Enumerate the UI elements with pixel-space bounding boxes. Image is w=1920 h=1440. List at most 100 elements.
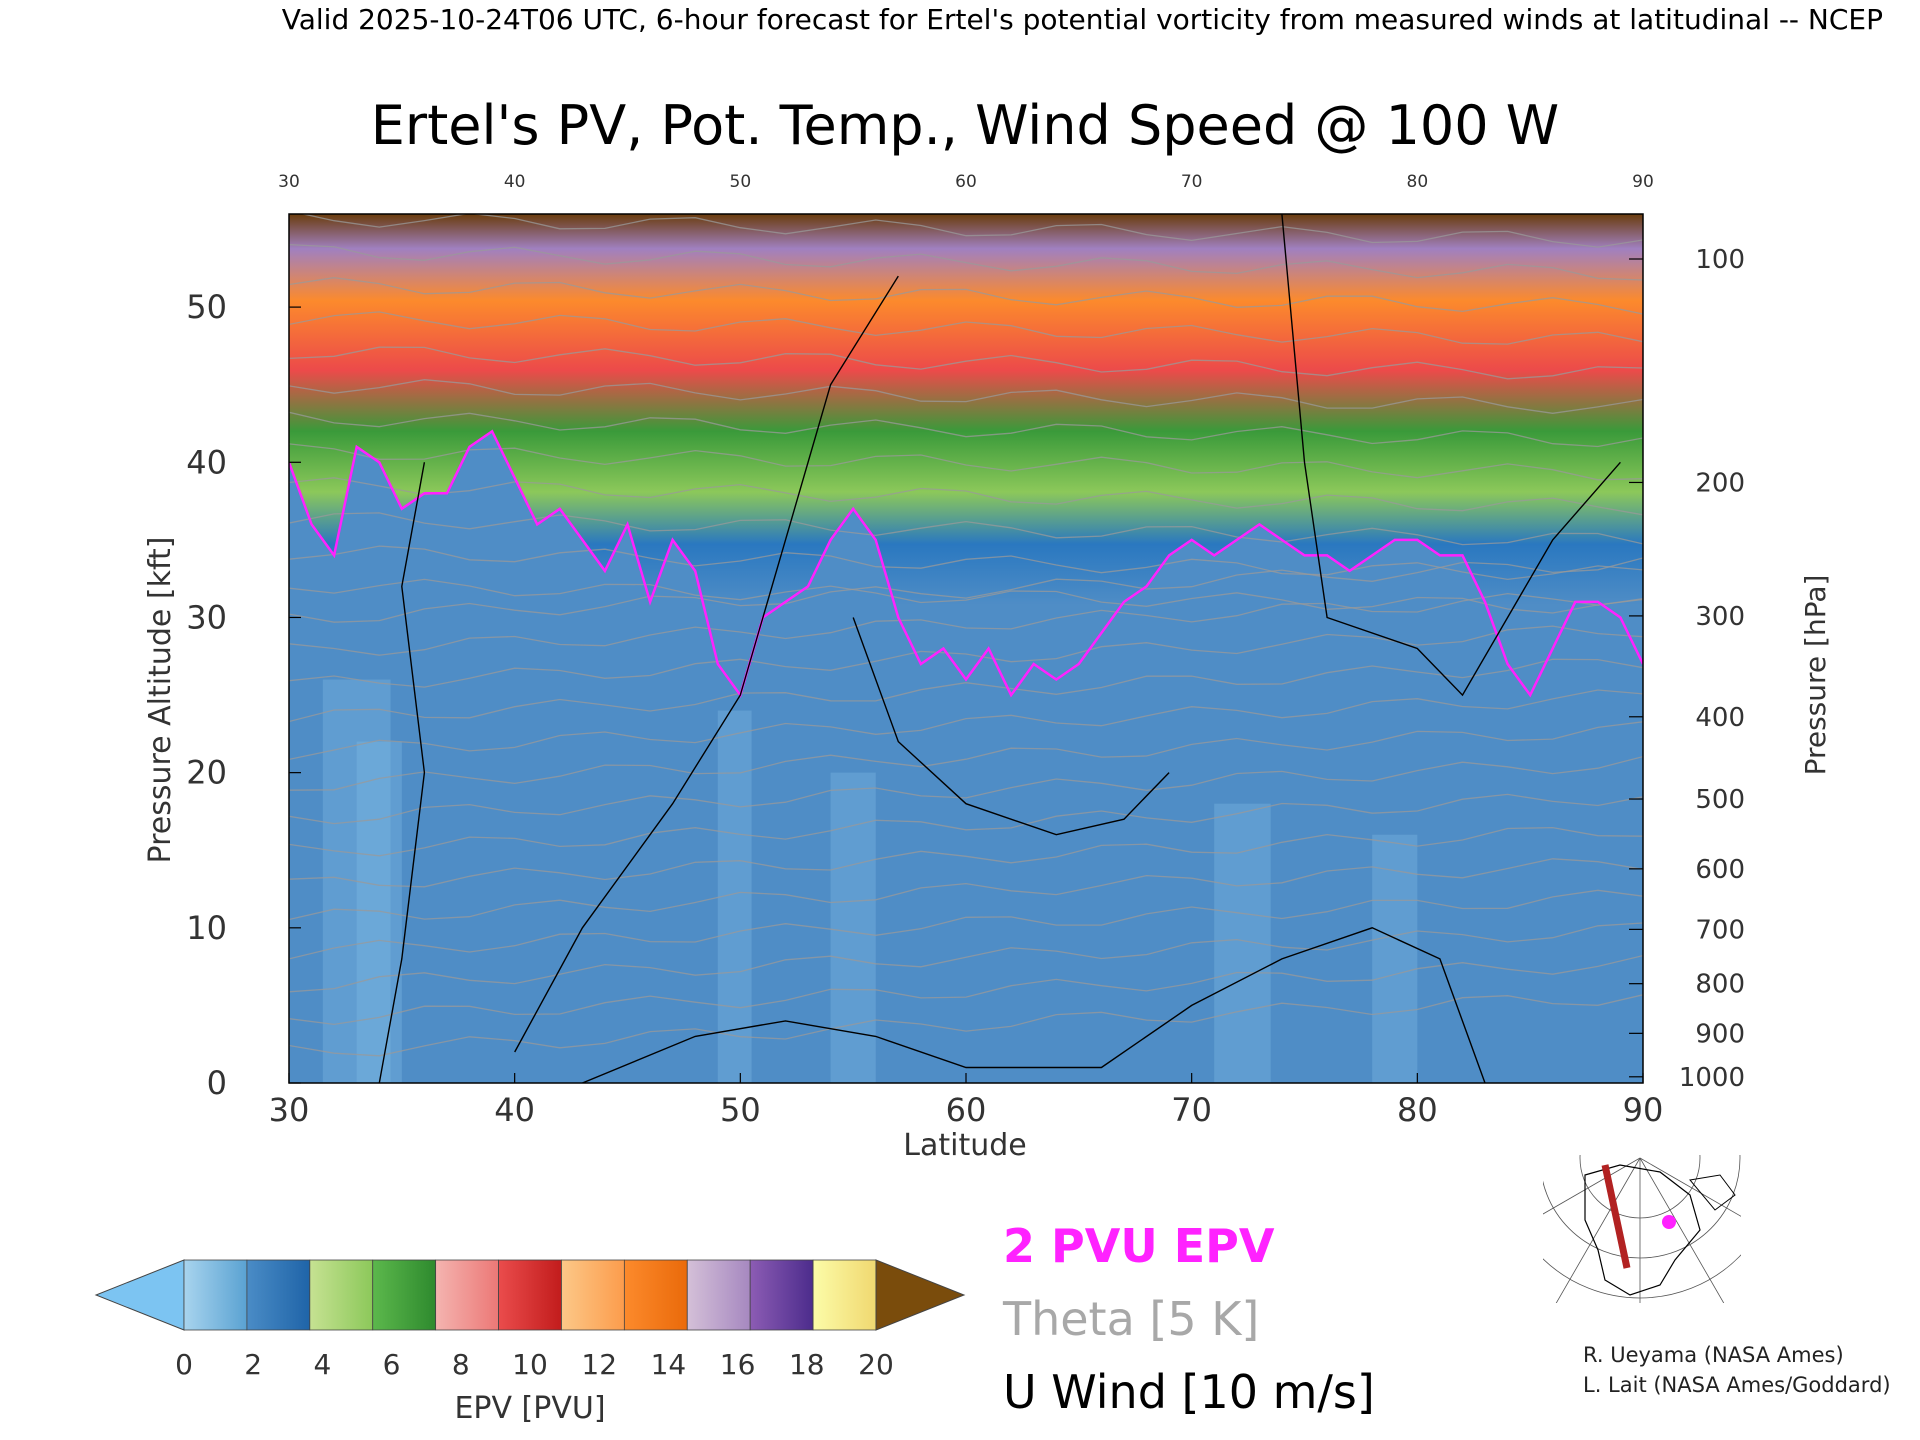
theta-contour bbox=[289, 592, 1643, 656]
pressure-tick-label: 1000 bbox=[1679, 1063, 1745, 1093]
x-tick-label: 80 bbox=[1397, 1091, 1438, 1129]
axes: 3030404050506060707080809090010203040501… bbox=[186, 172, 1745, 1129]
colorbar-segment bbox=[372, 1259, 437, 1331]
colorbar-tick-label: 14 bbox=[651, 1348, 687, 1381]
theta-contour bbox=[289, 443, 1643, 481]
chart-title: Ertel's PV, Pot. Temp., Wind Speed @ 100… bbox=[371, 94, 1559, 157]
theta-contour bbox=[289, 311, 1643, 345]
pressure-tick-label: 600 bbox=[1695, 855, 1745, 885]
colorbar-segment bbox=[498, 1259, 562, 1331]
map-meridian bbox=[1555, 1157, 1641, 1303]
theta-contour bbox=[289, 755, 1643, 825]
theta-contour bbox=[289, 721, 1643, 791]
legend-pv: 2 PVU EPV bbox=[1003, 1219, 1275, 1273]
colorbar-tick-label: 6 bbox=[383, 1348, 401, 1381]
inset-map-body bbox=[1543, 1155, 1741, 1303]
map-meridian bbox=[1543, 1157, 1641, 1215]
theta-contour bbox=[289, 557, 1643, 623]
pressure-tick-label: 800 bbox=[1695, 970, 1745, 1000]
theta-contour bbox=[289, 578, 1643, 614]
x-top-tick-label: 90 bbox=[1632, 172, 1654, 192]
x-top-tick-label: 70 bbox=[1181, 172, 1203, 192]
theta-contour bbox=[289, 826, 1643, 888]
colorbar-tick-label: 0 bbox=[175, 1348, 193, 1381]
pressure-tick-label: 300 bbox=[1695, 602, 1745, 632]
colorbar-over-arrow bbox=[875, 1259, 966, 1331]
y-axis-right-label: Pressure [hPa] bbox=[1799, 575, 1832, 776]
theta-contour bbox=[289, 922, 1643, 993]
x-tick-label: 50 bbox=[720, 1091, 761, 1129]
inset-locator-map bbox=[1543, 1155, 1741, 1303]
u-wind-contour bbox=[582, 927, 1486, 1083]
credit-line-1: R. Ueyama (NASA Ames) bbox=[1583, 1343, 1844, 1367]
theta-contour bbox=[289, 889, 1643, 960]
colorbar-segment bbox=[749, 1259, 814, 1331]
x-tick-label: 60 bbox=[946, 1091, 987, 1129]
theta-contour bbox=[289, 277, 1643, 315]
x-tick-label: 30 bbox=[269, 1091, 310, 1129]
x-top-tick-label: 30 bbox=[278, 172, 300, 192]
legend-wind: U Wind [10 m/s] bbox=[1003, 1365, 1375, 1419]
theta-contour bbox=[300, 214, 1643, 248]
pressure-tick-label: 500 bbox=[1695, 785, 1745, 815]
theta-contour bbox=[289, 379, 1643, 414]
colorbar-tick-label: 12 bbox=[581, 1348, 617, 1381]
theta-contour bbox=[289, 477, 1643, 516]
map-section-line bbox=[1601, 1164, 1631, 1269]
x-top-tick-label: 60 bbox=[955, 172, 977, 192]
colorbar-tick-label: 8 bbox=[452, 1348, 470, 1381]
y-tick-label: 30 bbox=[186, 598, 227, 636]
colorbar-segment bbox=[812, 1259, 877, 1331]
pv-field bbox=[289, 214, 1643, 1083]
theta-contour bbox=[289, 994, 1643, 1057]
y-axis-label: Pressure Altitude [kft] bbox=[143, 537, 178, 864]
map-coastline bbox=[1689, 1174, 1736, 1211]
pv-2pvu-line bbox=[289, 429, 1643, 698]
u-wind-contour bbox=[514, 275, 899, 1053]
colorbar-segment bbox=[561, 1259, 625, 1331]
credit-line-2: L. Lait (NASA Ames/Goddard) bbox=[1583, 1373, 1891, 1397]
theta-contour bbox=[289, 545, 1643, 581]
colorbar-tick-label: 4 bbox=[313, 1348, 331, 1381]
colorbar-tick-label: 18 bbox=[789, 1348, 825, 1381]
theta-contour bbox=[289, 243, 1643, 281]
map-meridian bbox=[1639, 1157, 1725, 1303]
pv-troposphere bbox=[289, 431, 1643, 1083]
theta-contour bbox=[289, 858, 1643, 921]
colorbar-segment bbox=[686, 1259, 751, 1331]
colorbar-segment bbox=[246, 1259, 311, 1331]
pv-light-streak bbox=[356, 741, 402, 1083]
theta-contour bbox=[289, 512, 1643, 546]
colorbar-segment bbox=[309, 1259, 374, 1331]
y-tick-label: 0 bbox=[207, 1064, 227, 1102]
theta-contour bbox=[289, 954, 1643, 1026]
pressure-tick-label: 200 bbox=[1695, 468, 1745, 498]
x-top-tick-label: 50 bbox=[730, 172, 752, 192]
legend-theta: Theta [5 K] bbox=[1002, 1292, 1259, 1346]
colorbar: 0 2 4 6 8 10 12 14 16 18 20 bbox=[94, 1259, 966, 1381]
colorbar-segment bbox=[435, 1259, 499, 1331]
x-tick-label: 70 bbox=[1171, 1091, 1212, 1129]
x-top-tick-label: 80 bbox=[1407, 172, 1429, 192]
pv-light-streak bbox=[830, 772, 876, 1083]
theta-contour bbox=[289, 411, 1643, 448]
pressure-tick-label: 900 bbox=[1695, 1019, 1745, 1049]
colorbar-tick-label: 2 bbox=[244, 1348, 262, 1381]
u-wind-contour bbox=[852, 617, 1170, 836]
pressure-tick-label: 400 bbox=[1695, 703, 1745, 733]
pressure-tick-label: 100 bbox=[1695, 245, 1745, 275]
header-valid-time: Valid 2025-10-24T06 UTC, 6-hour forecast… bbox=[282, 3, 1883, 36]
y-tick-label: 40 bbox=[186, 443, 227, 481]
pressure-tick-label: 700 bbox=[1695, 915, 1745, 945]
theta-contour bbox=[289, 689, 1643, 761]
colorbar-label: EPV [PVU] bbox=[454, 1391, 605, 1426]
x-tick-label: 40 bbox=[494, 1091, 535, 1129]
theta-contour bbox=[289, 658, 1643, 723]
theta-contour bbox=[289, 625, 1643, 688]
theta-contour bbox=[289, 346, 1643, 380]
theta-contour bbox=[289, 793, 1643, 857]
colorbar-tick-label: 20 bbox=[858, 1348, 894, 1381]
x-tick-label: 90 bbox=[1623, 1091, 1664, 1129]
y-tick-label: 10 bbox=[186, 909, 227, 947]
